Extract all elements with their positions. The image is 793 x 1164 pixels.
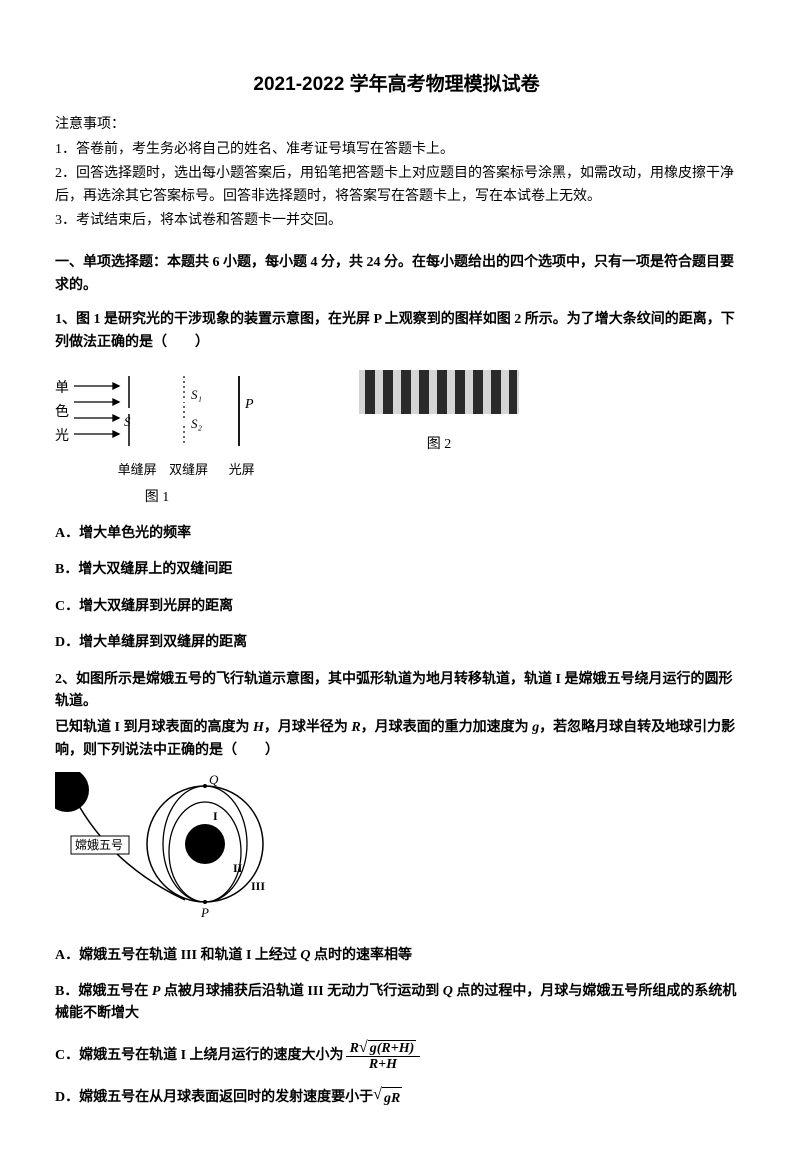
svg-text:Q: Q <box>209 772 219 787</box>
notice-3: 3．考试结束后，将本试卷和答题卡一并交回。 <box>55 210 738 232</box>
q2-option-C: C．嫦娥五号在轨道 I 上绕月运行的速度大小为 R√g(R+H) R+H <box>55 1040 738 1073</box>
notice-2: 2．回答选择题时，选出每小题答案后，用铅笔把答题卡上对应题目的答案标号涂黑，如需… <box>55 163 738 208</box>
fraction-c: R√g(R+H) R+H <box>346 1040 421 1073</box>
svg-text:II: II <box>233 861 243 875</box>
fig2-svg <box>359 368 519 420</box>
q2-stem-line1: 2、如图所示是嫦娥五号的飞行轨道示意图，其中弧形轨道为地月转移轨道，轨道 I 是… <box>55 669 738 714</box>
svg-text:I: I <box>213 809 218 823</box>
q2-option-A: A．嫦娥五号在轨道 III 和轨道 I 上经过 Q 点时的速率相等 <box>55 945 738 967</box>
fig1-caption: 图 1 <box>55 487 259 509</box>
notices-head: 注意事项： <box>55 114 738 136</box>
section-1-head: 一、单项选择题：本题共 6 小题，每小题 4 分，共 24 分。在每小题给出的四… <box>55 252 738 297</box>
fig1-svg: S S₁ S₂ P <box>69 368 259 458</box>
page-title: 2021-2022 学年高考物理模拟试卷 <box>55 70 738 100</box>
figure-2: 图 2 <box>359 368 519 457</box>
label-se: 色 <box>55 402 69 424</box>
q1-figures: 单 色 光 S S₁ <box>55 368 738 509</box>
q1-option-A: A．增大单色光的频率 <box>55 523 738 545</box>
svg-text:P: P <box>200 905 209 920</box>
label-S: S <box>124 414 131 429</box>
q2-stem-line2: 已知轨道 I 到月球表面的高度为 H，月球半径为 R，月球表面的重力加速度为 g… <box>55 717 738 762</box>
label-guang: 光 <box>55 426 69 448</box>
figure-1: 单 色 光 S S₁ <box>55 368 259 509</box>
figure-3: 嫦娥五号 Q P I II III <box>55 772 738 930</box>
q1-option-C: C．增大双缝屏到光屏的距离 <box>55 596 738 618</box>
fig2-caption: 图 2 <box>359 434 519 456</box>
label-S2: S₂ <box>191 416 203 431</box>
q1-stem: 1、图 1 是研究光的干涉现象的装置示意图，在光屏 P 上观察到的图样如图 2 … <box>55 309 738 354</box>
label-change5: 嫦娥五号 <box>75 837 123 852</box>
q1-option-D: D．增大单缝屏到双缝屏的距离 <box>55 632 738 654</box>
q2-option-D: D．嫦娥五号在从月球表面返回时的发射速度要小于 √gR <box>55 1087 738 1110</box>
fig3-svg: 嫦娥五号 Q P I II III <box>55 772 285 922</box>
label-S1: S₁ <box>191 387 202 402</box>
sqrt-d: √gR <box>373 1087 402 1110</box>
label-P: P <box>244 397 254 412</box>
notice-1: 1．答卷前，考生务必将自己的姓名、准考证号填写在答题卡上。 <box>55 139 738 161</box>
svg-text:III: III <box>251 879 265 893</box>
fig1-vertical-label: 单 色 光 <box>55 377 69 449</box>
notices: 注意事项： 1．答卷前，考生务必将自己的姓名、准考证号填写在答题卡上。 2．回答… <box>55 114 738 232</box>
q2-option-B: B．嫦娥五号在 P 点被月球捕获后沿轨道 III 无动力飞行运动到 Q 点的过程… <box>55 981 738 1026</box>
label-dan: 单 <box>55 378 69 400</box>
q1-option-B: B．增大双缝屏上的双缝间距 <box>55 559 738 581</box>
fig1-bottom-labels: 单缝屏 双缝屏 光屏 <box>55 460 259 481</box>
